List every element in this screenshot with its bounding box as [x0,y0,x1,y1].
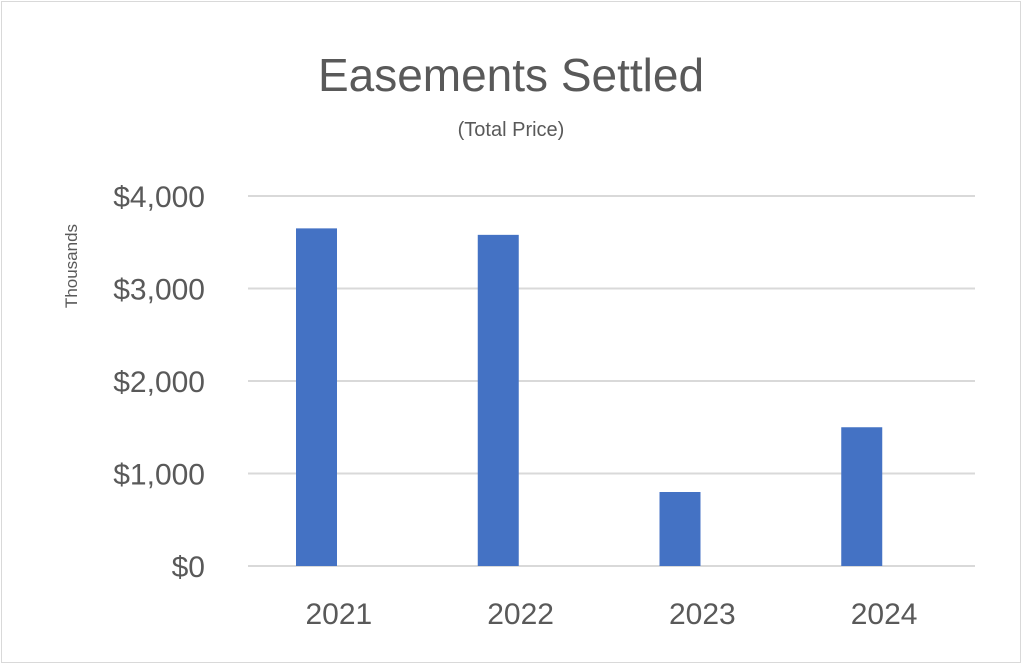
y-tick-label: $4,000 [113,181,205,214]
y-tick-label: $3,000 [113,274,205,307]
x-tick-label: 2022 [487,598,554,631]
bar-2021 [296,228,337,566]
bar-2024 [841,427,883,566]
x-tick-label: 2024 [851,598,918,631]
bar-2022 [477,234,519,566]
y-axis-ticks: $0 $1,000 $2,000 $3,000 $4,000 [113,181,205,584]
chart-title: Easements Settled [318,49,704,101]
y-tick-label: $1,000 [113,459,205,492]
x-axis-ticks: 2021 2022 2023 2024 [306,598,918,631]
bars [296,228,883,566]
bar-2023 [659,492,701,566]
y-tick-label: $0 [172,551,205,584]
x-tick-label: 2021 [306,598,373,631]
chart-subtitle: (Total Price) [458,119,565,141]
y-axis-unit-label: Thousands [62,224,81,308]
y-tick-label: $2,000 [113,366,205,399]
x-tick-label: 2023 [669,598,736,631]
